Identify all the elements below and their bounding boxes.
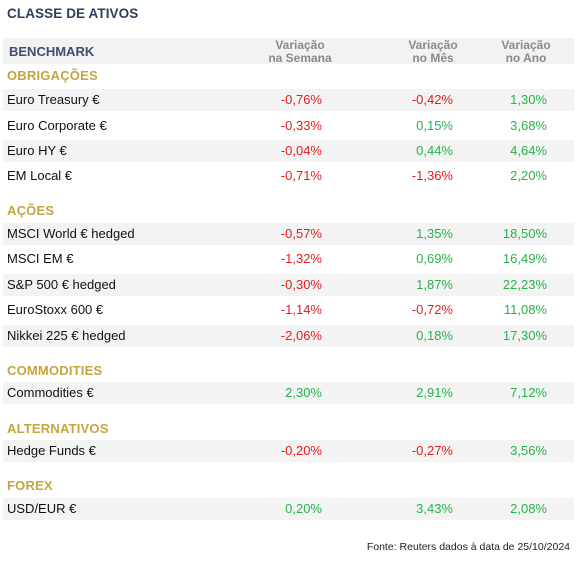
section-acoes: AÇÕES [7, 203, 55, 218]
weekly-change-value: -0,76% [280, 92, 322, 107]
weekly-change-value: -0,71% [280, 168, 322, 183]
asset-name: USD/EUR € [7, 501, 77, 516]
asset-name: Euro HY € [7, 143, 67, 158]
weekly-change-value: -0,04% [280, 143, 322, 158]
monthly-change-value: -0,27% [411, 443, 453, 458]
table-row: EM Local € -0,71% -1,36% 2,20% [3, 165, 574, 187]
table-row: EuroStoxx 600 € -1,14% -0,72% 11,08% [3, 299, 574, 321]
yearly-change-value: 22,23% [502, 277, 547, 292]
monthly-change-value: 3,43% [416, 501, 453, 516]
asset-name: MSCI EM € [7, 251, 74, 266]
table-row: Euro HY € -0,04% 0,44% 4,64% [3, 140, 574, 162]
yearly-change-value: 1,30% [510, 92, 547, 107]
yearly-change-value: 11,08% [503, 302, 547, 317]
table-title: CLASSE DE ATIVOS [7, 6, 139, 21]
table-row: Euro Treasury € -0,76% -0,42% 1,30% [3, 89, 574, 111]
yearly-change-value: 16,49% [502, 251, 547, 266]
yearly-change-header: Variação no Ano [501, 38, 551, 65]
section-commodities: COMMODITIES [7, 363, 103, 378]
weekly-change-value: -1,32% [280, 251, 322, 266]
weekly-change-value: 2,30% [285, 385, 322, 400]
monthly-change-value: -0,72% [411, 302, 453, 317]
monthly-change-header: Variação no Mês [408, 38, 458, 65]
weekly-change-header: Variação na Semana [268, 38, 332, 65]
section-alternativos: ALTERNATIVOS [7, 421, 109, 436]
asset-name: EuroStoxx 600 € [7, 302, 104, 317]
weekly-change-value: -0,30% [280, 277, 322, 292]
monthly-change-value: -0,42% [411, 92, 453, 107]
monthly-change-value: -1,36% [411, 168, 453, 183]
table-row: Euro Corporate € -0,33% 0,15% 3,68% [3, 115, 574, 137]
asset-name: EM Local € [7, 168, 73, 183]
asset-name: S&P 500 € hedged [7, 277, 116, 292]
monthly-change-value: 0,69% [416, 251, 453, 266]
table-row: Commodities € 2,30% 2,91% 7,12% [3, 382, 574, 404]
table-row: MSCI EM € -1,32% 0,69% 16,49% [3, 248, 574, 270]
yearly-change-value: 4,64% [510, 143, 547, 158]
yearly-change-value: 3,56% [510, 443, 547, 458]
table-row: USD/EUR € 0,20% 3,43% 2,08% [3, 498, 574, 520]
weekly-change-value: 0,20% [285, 501, 322, 516]
section-forex: FOREX [7, 478, 53, 493]
yearly-change-value: 7,12% [510, 385, 547, 400]
weekly-change-value: -0,20% [280, 443, 322, 458]
monthly-change-value: 0,15% [416, 118, 453, 133]
asset-name: Commodities € [7, 385, 94, 400]
table-row: S&P 500 € hedged -0,30% 1,87% 22,23% [3, 274, 574, 296]
asset-name: MSCI World € hedged [7, 226, 135, 241]
monthly-change-value: 0,44% [416, 143, 453, 158]
asset-name: Nikkei 225 € hedged [7, 328, 126, 343]
monthly-change-value: 0,18% [416, 328, 453, 343]
asset-name: Euro Treasury € [7, 92, 100, 107]
weekly-change-value: -0,57% [280, 226, 322, 241]
monthly-change-value: 2,91% [416, 385, 453, 400]
table-row: MSCI World € hedged -0,57% 1,35% 18,50% [3, 223, 574, 245]
yearly-change-value: 17,30% [502, 328, 547, 343]
monthly-change-value: 1,87% [416, 277, 453, 292]
monthly-change-value: 1,35% [416, 226, 453, 241]
yearly-change-value: 2,08% [510, 501, 547, 516]
table-header: BENCHMARK Variação na Semana Variação no… [3, 38, 574, 64]
yearly-change-value: 2,20% [510, 168, 547, 183]
benchmark-header: BENCHMARK [9, 44, 95, 59]
section-obrigacoes: OBRIGAÇÕES [7, 68, 98, 83]
weekly-change-value: -2,06% [280, 328, 322, 343]
asset-name: Hedge Funds € [7, 443, 96, 458]
yearly-change-value: 3,68% [510, 118, 547, 133]
source-footnote: Fonte: Reuters dados à data de 25/10/202… [366, 541, 570, 553]
table-row: Hedge Funds € -0,20% -0,27% 3,56% [3, 440, 574, 462]
table-row: Nikkei 225 € hedged -2,06% 0,18% 17,30% [3, 325, 574, 347]
weekly-change-value: -0,33% [280, 118, 322, 133]
yearly-change-value: 18,50% [502, 226, 547, 241]
weekly-change-value: -1,14% [280, 302, 322, 317]
asset-name: Euro Corporate € [7, 118, 107, 133]
